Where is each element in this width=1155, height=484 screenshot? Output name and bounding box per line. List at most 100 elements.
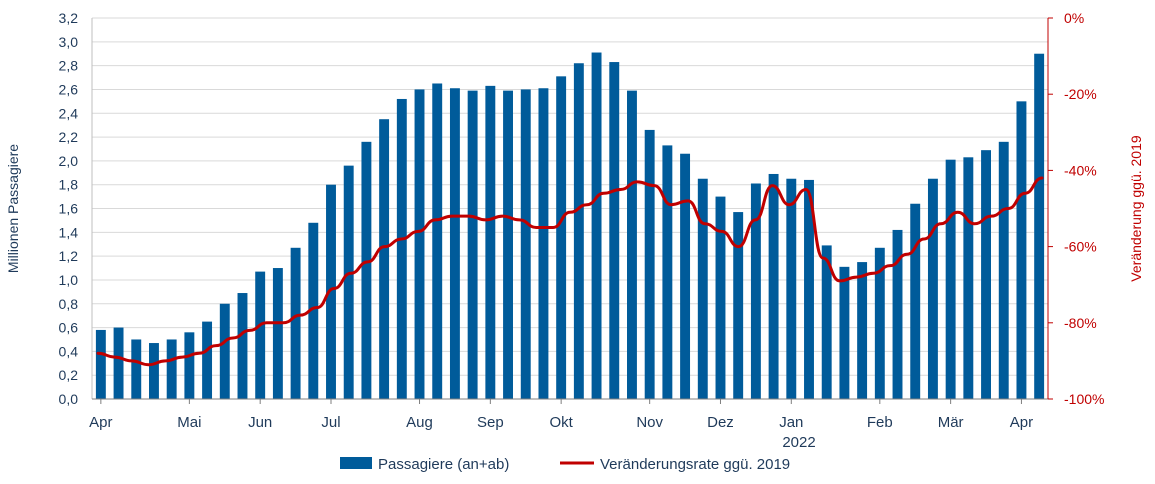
legend-label-veraenderung: Veränderungsrate ggü. 2019 — [600, 456, 790, 473]
y-tick-label: 0,6 — [59, 320, 79, 336]
bar — [1034, 53, 1045, 399]
bar — [219, 303, 230, 399]
bar — [414, 89, 425, 399]
y2-tick-label: -80% — [1064, 315, 1097, 331]
bar — [449, 88, 460, 399]
bar — [556, 76, 567, 399]
bar — [680, 153, 691, 399]
x-tick-label: Jul — [321, 414, 340, 431]
bar — [892, 229, 903, 399]
bar — [396, 98, 407, 400]
axis-titles: Millionen Passagiere Veränderung ggü. 201… — [5, 135, 1144, 282]
y-tick-label: 1,4 — [59, 224, 79, 240]
bar — [326, 184, 336, 399]
bar — [485, 85, 496, 399]
y-tick-label: 0,0 — [59, 391, 79, 407]
x-tick-label: Apr — [89, 414, 112, 431]
bar — [733, 212, 744, 399]
bar — [1016, 101, 1027, 399]
y-tick-label: 1,6 — [59, 201, 79, 217]
year-label: 2022 — [782, 434, 815, 451]
bar — [538, 88, 549, 399]
bar — [202, 321, 213, 399]
bar — [644, 129, 655, 399]
bar — [857, 262, 868, 399]
bar — [95, 329, 106, 399]
bar — [874, 247, 885, 399]
y2-tick-label: -20% — [1064, 86, 1097, 102]
x-tick-label: Jan — [779, 414, 803, 431]
bar — [609, 62, 620, 399]
y2-tick-label: 0% — [1064, 10, 1084, 26]
line-veraenderungsrate — [96, 176, 1044, 367]
bar — [131, 339, 142, 399]
x-tick-label: Jun — [248, 414, 272, 431]
y-tick-label: 2,2 — [59, 129, 79, 145]
gridlines — [92, 17, 1048, 376]
y-tick-label: 3,0 — [59, 34, 79, 50]
bar — [591, 52, 602, 399]
bar — [184, 332, 195, 399]
x-tick-label: Dez — [707, 414, 734, 431]
bar — [503, 90, 513, 400]
bar — [804, 179, 814, 399]
line-series — [96, 176, 1044, 367]
bar — [255, 271, 266, 399]
bar — [945, 159, 956, 399]
y-tick-label: 3,2 — [59, 10, 79, 26]
y-tick-label: 2,8 — [59, 58, 79, 74]
y-tick-label: 0,2 — [59, 367, 79, 383]
bar — [237, 293, 248, 399]
bar — [343, 165, 354, 399]
y2-tick-label: -40% — [1064, 162, 1097, 178]
bar — [998, 141, 1009, 399]
y-tick-label: 0,8 — [59, 296, 79, 312]
legend-label-passagiere: Passagiere (an+ab) — [378, 456, 509, 473]
legend-bar-swatch — [340, 457, 372, 469]
y-tick-label: 2,4 — [59, 105, 79, 121]
bar — [981, 150, 991, 399]
x-tick-label: Okt — [549, 414, 573, 431]
x-tick-label: Nov — [636, 414, 663, 431]
bar — [113, 327, 124, 399]
bar — [963, 157, 974, 399]
axes — [91, 17, 1053, 404]
bar — [697, 178, 708, 399]
bar — [308, 222, 319, 399]
bar — [379, 119, 390, 399]
x-tick-label: Mai — [177, 414, 201, 431]
bar — [272, 268, 283, 399]
legend: Passagiere (an+ab) Veränderungsrate ggü. … — [340, 456, 790, 473]
bar — [662, 145, 673, 399]
bar — [750, 183, 761, 399]
bar — [149, 343, 159, 399]
x-tick-label: Apr — [1010, 414, 1033, 431]
bar — [361, 141, 372, 399]
x-tick-label: Aug — [406, 414, 433, 431]
y2-tick-label: -60% — [1064, 239, 1097, 255]
x-tick-label: Feb — [867, 414, 893, 431]
bar — [910, 203, 921, 399]
bar — [821, 245, 832, 399]
y-tick-label: 1,0 — [59, 272, 79, 288]
y-tick-label: 2,0 — [59, 153, 79, 169]
bar — [839, 266, 850, 399]
bar — [573, 63, 584, 400]
y-tick-label: 1,8 — [59, 177, 79, 193]
y-tick-label: 0,4 — [59, 343, 79, 359]
bar — [432, 83, 443, 399]
y-axis-title: Millionen Passagiere — [5, 144, 21, 273]
y-tick-label: 2,6 — [59, 81, 79, 97]
bar — [786, 178, 797, 399]
bar — [715, 196, 726, 399]
y-tick-label: 1,2 — [59, 248, 79, 264]
tick-labels: 0,0 0,2 0,4 0,6 0,8 1,0 1,2 1,4 1,6 1,8 2,0 2,2 2,4 2… — [59, 10, 1105, 451]
bar — [768, 173, 779, 399]
x-tick-label: Sep — [477, 414, 504, 431]
bar — [290, 247, 301, 399]
x-tick-label: Mär — [938, 414, 964, 431]
bar-series — [95, 52, 1045, 400]
bar — [520, 89, 531, 399]
